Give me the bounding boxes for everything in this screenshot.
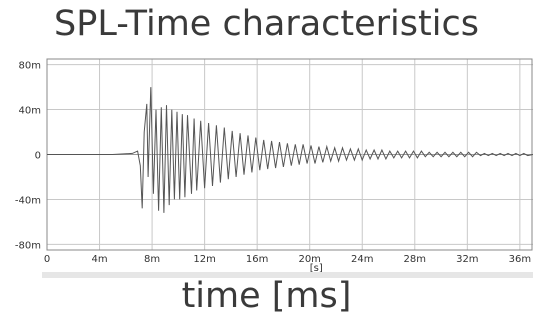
x-unit-label: [s] <box>310 263 323 274</box>
x-axis-title: time [ms] <box>181 276 352 316</box>
x-tick-label: 12m <box>193 254 215 265</box>
y-tick-label: 80m <box>19 61 41 72</box>
y-tick-label: -80m <box>15 240 41 251</box>
grid-lines <box>46 59 533 250</box>
y-tick-label: -40m <box>15 195 41 206</box>
y-tick-label: 0 <box>35 151 41 162</box>
chart-title: SPL-Time characteristics <box>54 4 479 44</box>
x-axis-ticks: 0 4m 8m 12m 16m 20m 24m 28m 32m 36m <box>44 254 531 265</box>
x-tick-label: 36m <box>509 254 531 265</box>
x-tick-label: 28m <box>404 254 426 265</box>
x-tick-label: 8m <box>144 254 160 265</box>
y-axis-ticks: 80m 40m 0 -40m -80m <box>15 61 41 252</box>
x-tick-label: 20m <box>298 254 320 265</box>
x-tick-label: 0 <box>44 254 50 265</box>
horizontal-scrollbar[interactable] <box>42 272 533 278</box>
y-tick-label: 40m <box>19 106 41 117</box>
x-tick-label: 16m <box>246 254 268 265</box>
x-tick-label: 24m <box>351 254 373 265</box>
x-tick-label: 32m <box>456 254 478 265</box>
series-line <box>47 87 533 213</box>
x-tick-label: 4m <box>91 254 107 265</box>
